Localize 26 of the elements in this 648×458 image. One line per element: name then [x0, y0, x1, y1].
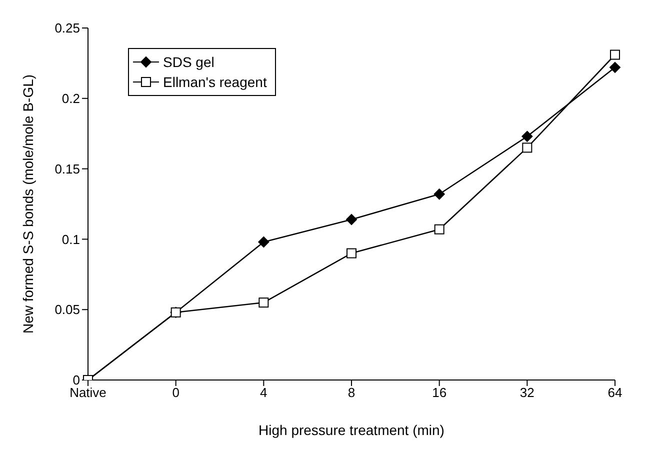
x-tick-label: 4 [260, 385, 268, 400]
x-tick-label: 8 [348, 385, 356, 400]
y-tick-label: 0.05 [54, 302, 80, 318]
x-axis-title: High pressure treatment (min) [258, 422, 444, 438]
x-tick-label: 16 [432, 385, 447, 400]
x-tick-label: 32 [520, 385, 534, 400]
point [258, 298, 269, 308]
point [610, 62, 620, 73]
x-tick-label: 0 [172, 385, 180, 400]
point [522, 142, 532, 153]
x-tick-label: 64 [608, 385, 622, 400]
y-tick-label: 0.15 [54, 161, 80, 176]
x-tick-label: Native [70, 385, 106, 400]
point [522, 130, 533, 142]
legend-label: Ellman's reagent [163, 73, 267, 92]
point [434, 224, 444, 234]
point [434, 188, 445, 200]
y-tick-label: 0.1 [62, 232, 80, 247]
point [258, 236, 270, 248]
legend-label: SDS gel [163, 53, 214, 72]
y-tick-label: 0.2 [62, 91, 80, 106]
point [346, 248, 356, 258]
y-axis-title: New formed S-S bonds (mole/mole B-GL) [20, 74, 36, 334]
y-tick-label: 0.25 [54, 20, 80, 36]
y-tick-label: 0 [72, 372, 80, 388]
point [346, 214, 357, 225]
